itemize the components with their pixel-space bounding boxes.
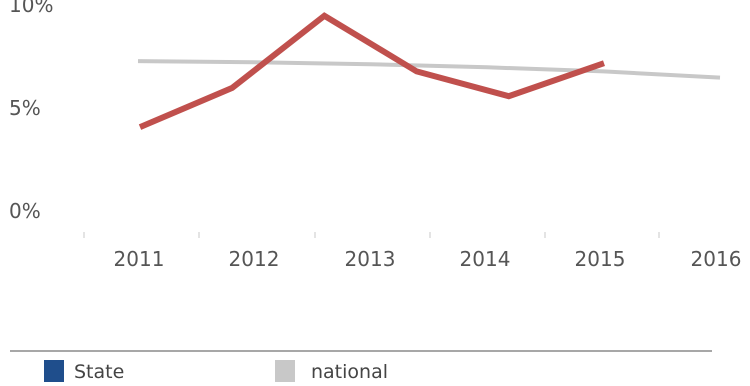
y-tick-label: 5% bbox=[9, 96, 41, 120]
x-tick-label: 2012 bbox=[229, 247, 280, 271]
legend-label-state: State bbox=[74, 361, 124, 383]
x-axis: 2011 2012 2013 2014 2015 2016 bbox=[83, 232, 742, 271]
legend-label-national: national bbox=[311, 361, 388, 383]
legend: State national bbox=[44, 360, 388, 383]
x-tick-label: 2011 bbox=[114, 247, 165, 271]
x-tick-label: 2016 bbox=[691, 247, 742, 271]
y-tick-label: 10% bbox=[9, 0, 53, 17]
y-axis-ticks: 0% 5% 10% bbox=[9, 0, 53, 223]
legend-swatch-national bbox=[275, 360, 295, 382]
series-line-national bbox=[137, 59, 721, 80]
x-tick-label: 2014 bbox=[460, 247, 511, 271]
x-tick-label: 2015 bbox=[575, 247, 626, 271]
legend-swatch-state bbox=[44, 360, 64, 382]
series-lines bbox=[137, 12, 721, 130]
y-tick-label: 0% bbox=[9, 199, 41, 223]
series-line-state bbox=[138, 12, 605, 130]
x-tick-label: 2013 bbox=[345, 247, 396, 271]
